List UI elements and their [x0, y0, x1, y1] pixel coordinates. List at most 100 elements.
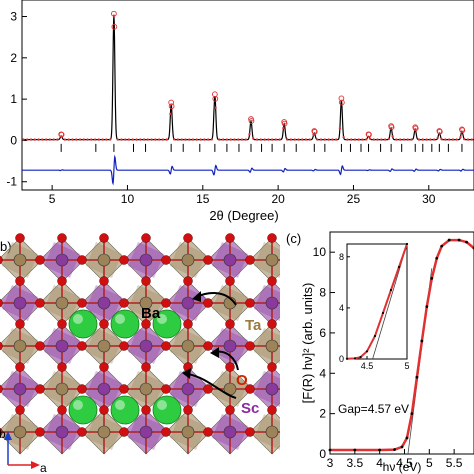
ta-atom — [97, 339, 111, 353]
xrd-observed-point — [221, 138, 225, 141]
xrd-observed-point — [327, 138, 330, 141]
xrd-observed-point — [26, 138, 29, 141]
oxygen-atom — [0, 255, 3, 265]
tauc-point — [435, 256, 439, 260]
xrd-observed-point — [380, 138, 383, 141]
sc-atom — [223, 253, 237, 267]
ta-atom — [265, 339, 279, 353]
oxygen-atom — [141, 319, 151, 329]
oxygen-atom — [57, 362, 67, 372]
inset-point — [389, 288, 393, 292]
xrd-observed-point — [41, 138, 44, 141]
oxygen-atom — [77, 255, 87, 265]
tauc-point — [393, 448, 396, 451]
ta-atom — [55, 296, 69, 310]
panel-b-label: b) — [0, 239, 12, 254]
xrd-observed-point — [154, 138, 157, 141]
tauc-point — [405, 436, 409, 440]
oxygen-atom — [161, 298, 171, 308]
oxygen-atom — [141, 233, 151, 243]
oxygen-atom — [183, 405, 193, 415]
xrd-observed-point — [414, 128, 417, 131]
sc-atom — [223, 339, 237, 353]
sc-atom — [55, 339, 69, 353]
oxygen-atom — [267, 276, 277, 286]
xrd-observed-point — [361, 138, 364, 141]
xrd-observed-point — [470, 138, 473, 141]
oxygen-atom — [267, 362, 277, 372]
oxygen-atom — [15, 319, 25, 329]
tauc-plot-frame — [329, 231, 474, 455]
xrd-observed-point — [282, 126, 285, 130]
xrd-observed-point — [108, 138, 112, 141]
xrd-observed-point — [199, 138, 202, 141]
ba-atom — [110, 309, 140, 339]
oxygen-atom — [57, 276, 67, 286]
o-arrowhead — [210, 347, 219, 358]
xrd-observed-point — [142, 138, 146, 141]
tauc-point — [378, 448, 382, 452]
xrd-x-ticks: 5 10 15 20 25 30 — [49, 185, 436, 206]
xrd-observed-point — [350, 138, 353, 141]
sc-atom — [139, 425, 153, 439]
oxygen-atoms — [0, 233, 277, 437]
oxygen-atom — [161, 384, 171, 394]
xrd-observed-point — [124, 138, 127, 141]
xrd-observed-point — [346, 138, 349, 141]
xrd-observed-point — [398, 138, 402, 141]
oxygen-atom — [203, 255, 213, 265]
inset-point — [365, 350, 369, 353]
tauc-y-tick-label: 2 — [319, 407, 326, 421]
sc-atom — [265, 382, 279, 396]
tauc-x-tick-label: 5.5 — [446, 456, 463, 470]
oxygen-atom — [119, 427, 129, 437]
oxygen-atom — [141, 276, 151, 286]
tauc-y-tick-label: 0 — [319, 447, 326, 461]
xrd-observed-point — [293, 138, 296, 141]
oxygen-atom — [77, 298, 87, 308]
a-axis-label: a — [40, 461, 47, 474]
ba-atom — [68, 395, 98, 425]
xrd-observed-point — [218, 138, 221, 141]
xrd-observed-point — [97, 138, 101, 141]
oxygen-atom — [35, 298, 45, 308]
tauc-point — [425, 305, 429, 309]
sc-atom — [181, 382, 195, 396]
ba-atom — [152, 309, 182, 339]
xrd-observed-point — [116, 138, 119, 141]
xrd-bragg-ticks — [60, 143, 463, 152]
oxygen-atom — [77, 427, 87, 437]
sc-atom — [181, 296, 195, 310]
xrd-observed-point — [391, 135, 394, 138]
sc-atom — [13, 382, 27, 396]
xrd-observed-point — [353, 138, 357, 141]
tauc-y-tick-label: 6 — [319, 326, 326, 340]
oxygen-atom — [203, 427, 213, 437]
xrd-observed-point — [278, 138, 281, 141]
xrd-y-tick-label: -1 — [6, 175, 17, 189]
xrd-observed-point — [376, 138, 379, 141]
oxygen-atom — [57, 319, 67, 329]
xrd-observed-point — [432, 138, 436, 141]
sc-atom — [223, 425, 237, 439]
xrd-observed-point — [267, 138, 270, 141]
xrd-y-ticks: -1 0 1 2 3 — [6, 10, 27, 189]
oxygen-atom — [203, 341, 213, 351]
oxygen-atom — [183, 233, 193, 243]
xrd-observed-point — [289, 138, 293, 141]
xrd-observed-point — [383, 138, 387, 141]
tauc-y-tick-label: 8 — [319, 286, 326, 300]
ta-label: Ta — [245, 317, 262, 334]
b-axis-label: b — [0, 427, 6, 441]
tauc-point — [465, 240, 468, 244]
ba-atom-highlight — [73, 314, 83, 324]
ta-atom — [139, 382, 153, 396]
oxygen-atom — [0, 384, 3, 394]
xrd-observed-point — [237, 138, 240, 141]
xrd-observed-point — [368, 137, 372, 140]
ta-atom — [13, 339, 27, 353]
inset-x-ticks: 4.5 5 — [361, 356, 410, 371]
ta-atom — [181, 425, 195, 439]
xrd-observed-point — [459, 136, 462, 139]
tauc-point — [457, 238, 461, 242]
